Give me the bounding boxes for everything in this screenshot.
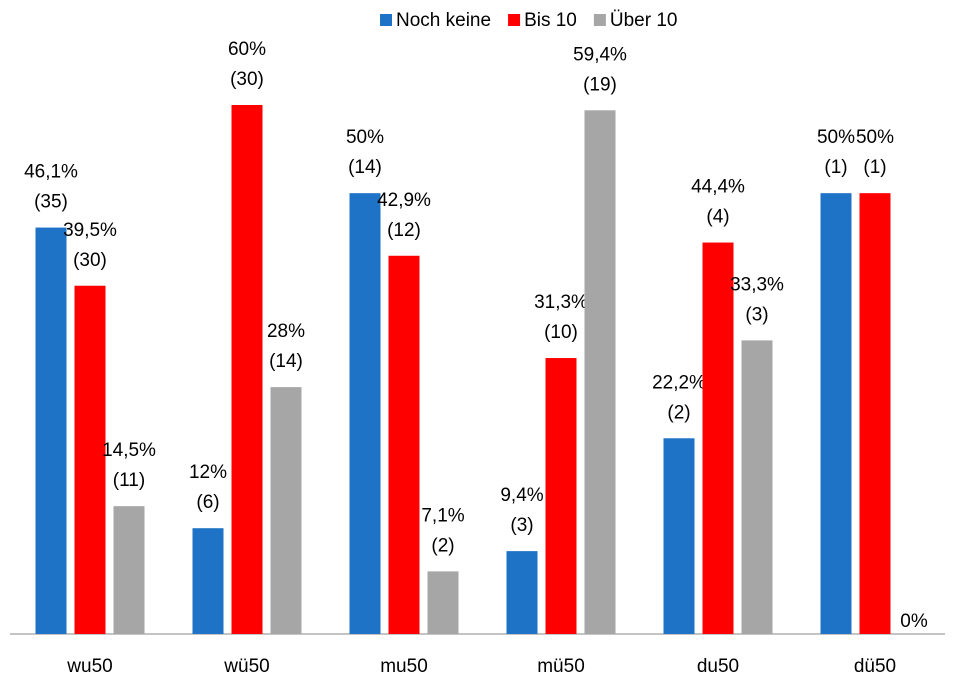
legend-swatch <box>508 14 521 26</box>
data-label: 50% <box>817 127 855 148</box>
count-label: (30) <box>230 69 264 90</box>
count-label: (2) <box>431 535 454 556</box>
data-label: 60% <box>228 39 266 60</box>
data-label: 59,4% <box>573 44 627 65</box>
bar <box>427 571 459 634</box>
data-label: 50% <box>856 127 894 148</box>
count-label: (14) <box>348 157 382 178</box>
count-label: (1) <box>824 157 847 178</box>
x-tick-label: wü50 <box>223 656 269 677</box>
bar <box>231 105 263 634</box>
count-label: (30) <box>73 250 107 271</box>
count-label: (35) <box>34 192 68 213</box>
bar <box>192 528 224 634</box>
bar <box>35 227 67 634</box>
bar <box>741 340 773 634</box>
data-label: 46,1% <box>24 162 78 183</box>
bar <box>74 285 106 634</box>
data-label: 7,1% <box>421 505 464 526</box>
bar <box>663 438 695 634</box>
count-label: (11) <box>113 470 145 491</box>
data-label: 14,5% <box>102 440 156 461</box>
data-label: 33,3% <box>730 274 784 295</box>
data-label: 50% <box>346 127 384 148</box>
data-label: 39,5% <box>63 220 117 241</box>
data-label: 42,9% <box>377 190 431 211</box>
bar <box>820 193 852 634</box>
x-tick-label: du50 <box>697 656 739 677</box>
count-label: (14) <box>269 351 303 372</box>
count-label: (1) <box>863 157 886 178</box>
bar <box>388 255 420 634</box>
count-label: (19) <box>583 74 617 95</box>
x-tick-label: dü50 <box>854 656 896 677</box>
count-label: (10) <box>544 322 578 343</box>
count-label: (6) <box>196 492 219 513</box>
legend-label: Bis 10 <box>524 10 577 31</box>
bar <box>270 387 302 634</box>
bar <box>545 358 577 634</box>
legend-label: Über 10 <box>610 10 678 31</box>
count-label: (3) <box>510 515 533 536</box>
bar <box>506 551 538 634</box>
x-tick-label: wu50 <box>66 656 112 677</box>
data-label: 22,2% <box>652 372 706 393</box>
x-tick-label: mü50 <box>537 656 585 677</box>
data-label: 12% <box>189 462 227 483</box>
data-label: 0% <box>900 611 928 632</box>
count-label: (4) <box>706 207 729 228</box>
legend-label: Noch keine <box>396 10 491 31</box>
count-label: (12) <box>387 220 421 241</box>
data-label: 9,4% <box>500 485 543 506</box>
data-label: 28% <box>267 321 305 342</box>
legend-swatch <box>380 14 392 26</box>
data-label: 31,3% <box>534 292 588 313</box>
count-label: (2) <box>667 402 690 423</box>
count-label: (3) <box>745 304 768 325</box>
bar <box>113 506 145 634</box>
bar <box>859 193 891 634</box>
bar <box>702 242 734 635</box>
bar <box>349 193 381 634</box>
x-tick-label: mu50 <box>380 656 428 677</box>
bar <box>584 110 616 635</box>
legend-swatch <box>593 14 606 26</box>
data-label: 44,4% <box>691 177 745 198</box>
